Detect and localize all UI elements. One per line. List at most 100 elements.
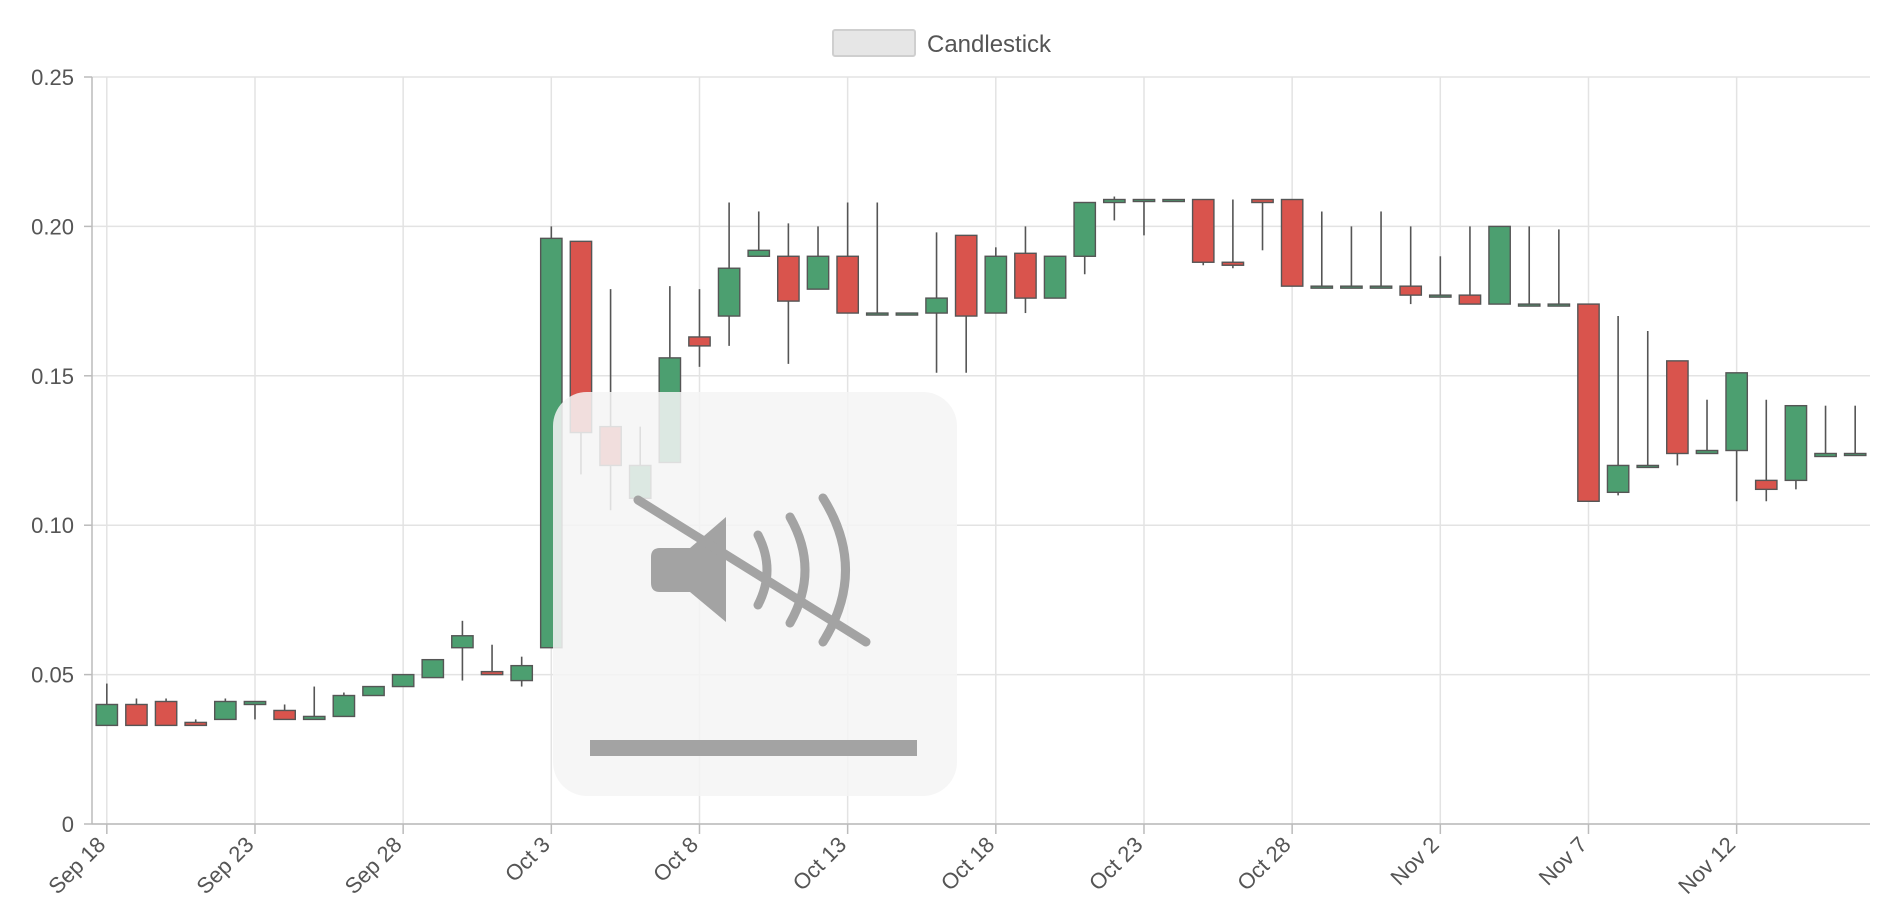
candle-body [273,709,296,721]
candle-body [1547,303,1571,307]
candle-body [954,234,978,317]
candle-body [1666,360,1689,455]
candle[interactable] [1369,211,1393,289]
candle[interactable] [154,698,178,727]
candle-body [1517,303,1541,307]
candle[interactable] [865,202,889,316]
candle[interactable] [1517,226,1541,307]
chart-grid [92,76,1870,825]
candle[interactable] [1043,255,1067,299]
candle-body [1636,464,1660,469]
x-tick-label: Nov 7 [1534,832,1592,890]
y-tick-label: 0 [62,812,74,837]
candle[interactable] [1577,303,1600,502]
candle[interactable] [1399,226,1423,305]
candle[interactable] [1191,198,1215,266]
candle-body [747,249,771,257]
candle-body [95,703,119,727]
candle[interactable] [451,620,474,681]
candle[interactable] [984,247,1008,314]
y-tick-label: 0.25 [31,65,74,90]
candle[interactable] [1666,360,1689,466]
candle[interactable] [125,698,148,727]
candle[interactable] [1814,405,1837,458]
candle[interactable] [1547,229,1571,307]
candle-body [1132,198,1156,203]
candle[interactable] [688,289,711,367]
candle-body [1162,198,1185,203]
candle-body [332,694,356,718]
candle[interactable] [480,644,504,676]
candle[interactable] [1073,201,1097,275]
candle[interactable] [836,202,860,314]
candle-body [1754,479,1778,491]
chart-legend[interactable]: Candlestick [832,29,1052,58]
y-tick-label: 0.05 [31,663,74,688]
candle[interactable] [1014,226,1037,314]
candle-body [1102,198,1126,204]
candle-body [1458,294,1482,305]
candle-body [1428,294,1452,298]
candle[interactable] [1843,405,1867,457]
candle[interactable] [1488,225,1511,305]
candle[interactable] [213,698,237,721]
candle[interactable] [1310,211,1334,289]
candle[interactable] [895,312,919,316]
candle-body [1191,198,1215,263]
candle[interactable] [806,226,830,290]
candle-body [184,721,208,727]
candle[interactable] [302,686,326,721]
candle[interactable] [1428,256,1452,298]
candle[interactable] [1340,226,1363,289]
candle-body [1784,404,1808,482]
candle[interactable] [332,692,356,718]
candle[interactable] [243,700,267,720]
candle-body [1073,201,1097,257]
candle-body [1369,285,1393,289]
x-tick-label: Oct 8 [648,832,703,887]
candle-body [391,673,415,688]
candle-body [125,703,148,727]
candle-body [836,255,860,314]
candle[interactable] [510,656,534,687]
candle-body [1577,303,1600,502]
candle[interactable] [362,685,385,697]
candle[interactable] [1132,198,1156,236]
legend-swatch[interactable] [832,29,916,57]
candle[interactable] [1636,330,1660,469]
candle[interactable] [1695,399,1719,455]
candle[interactable] [1251,198,1274,251]
candle[interactable] [95,683,119,727]
candle[interactable] [1725,372,1749,502]
candle-body [1251,198,1274,204]
candle[interactable] [777,223,800,364]
candle[interactable] [747,211,771,257]
candle[interactable] [925,232,948,373]
x-tick-label: Nov 2 [1386,832,1444,890]
candle-body [302,715,326,721]
candle-body [1606,464,1630,494]
speaker-muted-icon [633,493,871,647]
candle[interactable] [1606,316,1630,496]
candle[interactable] [391,673,415,688]
candle-body [777,255,800,302]
candle[interactable] [1102,196,1126,221]
candle[interactable] [184,719,208,727]
x-tick-label: Sep 18 [43,832,110,899]
candle[interactable] [954,234,978,373]
x-tick-label: Oct 13 [788,832,852,896]
candle[interactable] [273,704,296,721]
candle[interactable] [1221,199,1245,269]
candle[interactable] [1280,198,1304,287]
candle-body [1814,452,1837,458]
candle[interactable] [1162,198,1185,203]
candle[interactable] [1458,226,1482,305]
legend-label[interactable]: Candlestick [927,31,1052,58]
candle[interactable] [421,658,445,679]
candle[interactable] [1754,399,1778,502]
candle-body [925,297,948,314]
candle[interactable] [717,202,741,346]
candle-body [1310,285,1334,289]
candle[interactable] [1784,404,1808,490]
